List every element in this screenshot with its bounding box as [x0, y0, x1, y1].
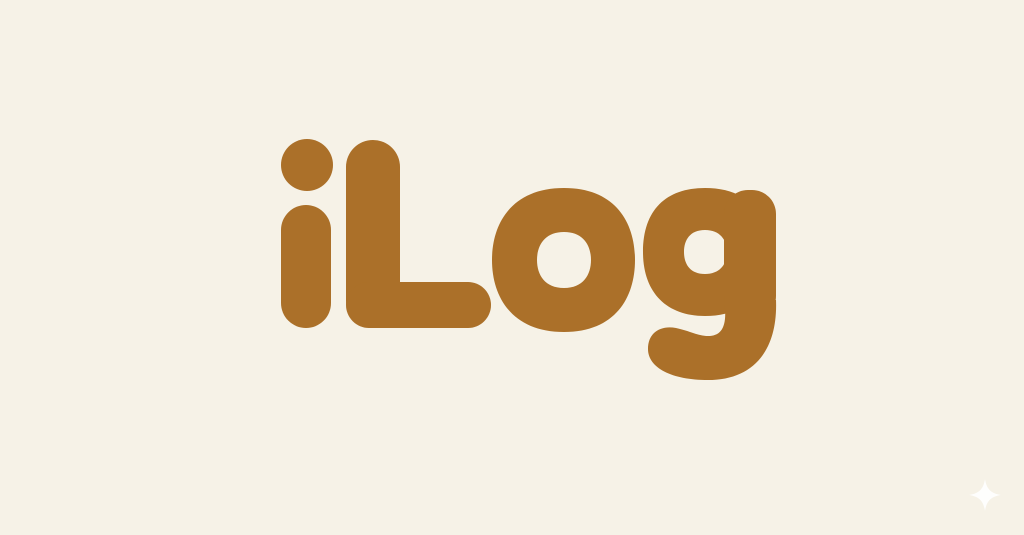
letter-i-stem: [281, 205, 331, 328]
letter-i-dot: [281, 139, 333, 191]
letter-L-foot: [346, 282, 491, 328]
letter-g-tail: [648, 300, 777, 380]
letter-o: [492, 188, 635, 332]
letter-g-stem: [724, 190, 776, 320]
sparkle-icon-graphic: [969, 479, 1001, 511]
letter-L-stem: [346, 140, 400, 328]
sparkle-icon: [966, 476, 1004, 514]
